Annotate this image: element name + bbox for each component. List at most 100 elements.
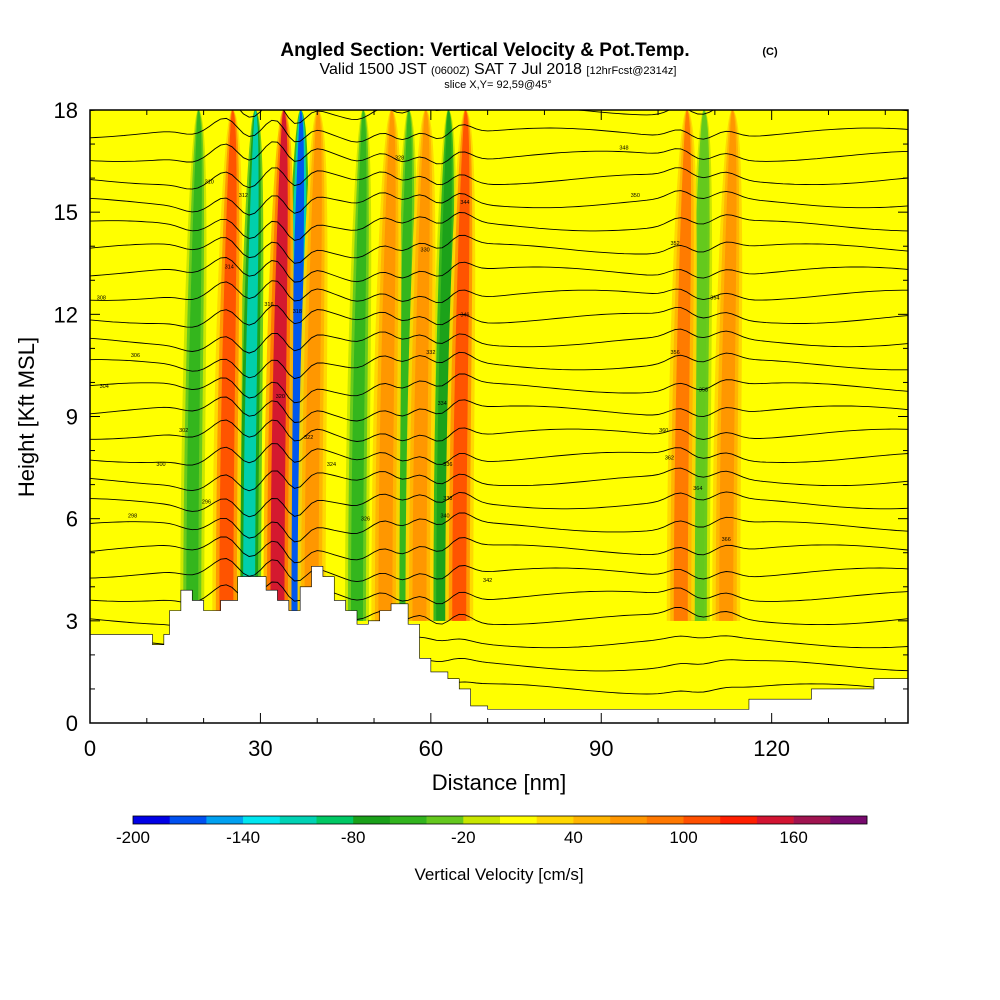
contour-label: 362 xyxy=(665,455,674,461)
contour-label: 298 xyxy=(128,513,137,519)
contour-label: 360 xyxy=(659,428,668,434)
colorbar-swatch xyxy=(756,816,794,824)
colorbar-swatch xyxy=(426,816,464,824)
x-tick-label: 90 xyxy=(589,736,613,761)
x-tick-label: 30 xyxy=(248,736,272,761)
contour-label: 358 xyxy=(699,387,708,393)
colorbar-swatch xyxy=(389,816,427,824)
colorbar-swatch xyxy=(463,816,501,824)
contour-label: 338 xyxy=(443,496,452,502)
contour-label: 308 xyxy=(97,295,106,301)
velocity-band xyxy=(691,110,708,621)
contour-label: 322 xyxy=(304,435,313,441)
theta-contour-line xyxy=(90,328,908,354)
contour-label: 340 xyxy=(440,513,449,519)
velocity-band xyxy=(243,110,259,621)
colorbar-swatch xyxy=(353,816,391,824)
colorbar-swatch xyxy=(536,816,574,824)
y-tick-label: 0 xyxy=(66,711,78,736)
contour-label: 306 xyxy=(131,353,140,359)
theta-contour-line xyxy=(90,491,908,518)
contour-label: 332 xyxy=(426,350,435,356)
colorbar-swatch xyxy=(610,816,648,824)
y-tick-label: 18 xyxy=(54,98,78,123)
theta-contour-line xyxy=(90,558,908,583)
contour-label: 354 xyxy=(710,295,719,301)
theta-contour-line xyxy=(90,512,908,543)
contour-label: 318 xyxy=(293,309,302,315)
contour-label: 324 xyxy=(327,462,336,468)
contour-label: 310 xyxy=(205,180,214,186)
contour-label: 326 xyxy=(361,517,370,523)
theta-contour-line xyxy=(90,536,908,564)
contour-labels: 304 306 308 310 312 314 316 318 320 302 300 298 296 3… xyxy=(97,145,731,584)
valid-utc: (0600Z) xyxy=(431,65,470,77)
velocity-band xyxy=(270,110,288,621)
chart-title: Angled Section: Vertical Velocity & Pot.… xyxy=(280,40,689,61)
colorbar-swatch xyxy=(243,816,281,824)
theta-contour-line xyxy=(90,141,908,165)
y-tick-label: 12 xyxy=(54,302,78,327)
contour-label: 356 xyxy=(671,350,680,356)
contour-label: 364 xyxy=(693,486,702,492)
theta-contour-line xyxy=(90,305,908,328)
colorbar-frame xyxy=(132,815,868,825)
y-tick-label: 3 xyxy=(66,609,78,634)
valid-date: SAT 7 Jul 2018 xyxy=(474,61,582,78)
theta-contour-line xyxy=(90,117,908,143)
colorbar-tick-label: -80 xyxy=(341,828,366,847)
plot-area: 304 306 308 310 312 314 316 318 320 302 300 298 296 3… xyxy=(90,110,908,723)
contour-label: 334 xyxy=(438,401,447,407)
x-tick-label: 120 xyxy=(753,736,790,761)
x-axis-label: Distance [nm] xyxy=(432,770,567,795)
theta-contour-line xyxy=(90,443,908,466)
y-tick-label: 6 xyxy=(66,507,78,532)
contour-label: 342 xyxy=(483,578,492,584)
copyright-mark: (C) xyxy=(762,46,778,58)
contour-label: 336 xyxy=(443,462,452,468)
contour-label: 366 xyxy=(722,537,731,543)
chart-subtitle: Valid 1500 JST (0600Z) SAT 7 Jul 2018 [1… xyxy=(320,61,677,78)
y-axis: 0 3 6 9 12 15 18 xyxy=(54,98,908,736)
colorbar-swatch xyxy=(646,816,684,824)
contour-label: 314 xyxy=(225,265,234,271)
colorbar-tick-label: -200 xyxy=(116,828,150,847)
theta-contour-line xyxy=(90,257,908,283)
contour-label: 344 xyxy=(460,200,469,206)
theta-contour-line xyxy=(90,467,908,492)
contour-label: 352 xyxy=(671,241,680,247)
colorbar-swatch xyxy=(500,816,537,824)
contour-label: 300 xyxy=(156,462,165,468)
theta-contour-line xyxy=(90,167,908,190)
colorbar-tick-label: 40 xyxy=(564,828,583,847)
contour-label: 312 xyxy=(239,193,248,199)
colorbar-swatch xyxy=(573,816,611,824)
colorbar-tick-label: 160 xyxy=(779,828,807,847)
colorbar-swatch xyxy=(830,816,868,824)
contour-label: 328 xyxy=(395,156,404,162)
x-tick-label: 0 xyxy=(84,736,96,761)
theta-contour-line xyxy=(90,280,908,304)
terrain-mask xyxy=(90,566,908,723)
velocity-band xyxy=(186,110,202,621)
colorbar-tick-label: 100 xyxy=(669,828,697,847)
colorbar-label: Vertical Velocity [cm/s] xyxy=(414,865,583,884)
contour-label: 316 xyxy=(264,302,273,308)
colorbar-tick-label: -140 xyxy=(226,828,260,847)
valid-time: Valid 1500 JST xyxy=(320,61,428,78)
y-tick-label: 15 xyxy=(54,200,78,225)
contour-label: 348 xyxy=(619,145,628,151)
x-axis: 0 30 60 90 120 xyxy=(84,110,886,761)
colorbar-swatch xyxy=(683,816,721,824)
colorbar-tick-label: -20 xyxy=(451,828,476,847)
colorbar-swatch xyxy=(793,816,831,824)
colorbar-swatch xyxy=(206,816,244,824)
theta-contour-line xyxy=(90,212,908,241)
x-tick-label: 60 xyxy=(419,736,443,761)
colorbar-swatch xyxy=(720,816,758,824)
colorbar-swatch xyxy=(133,816,170,824)
velocity-band xyxy=(378,110,396,621)
theta-contour-line xyxy=(90,419,908,442)
velocity-band xyxy=(219,110,237,621)
